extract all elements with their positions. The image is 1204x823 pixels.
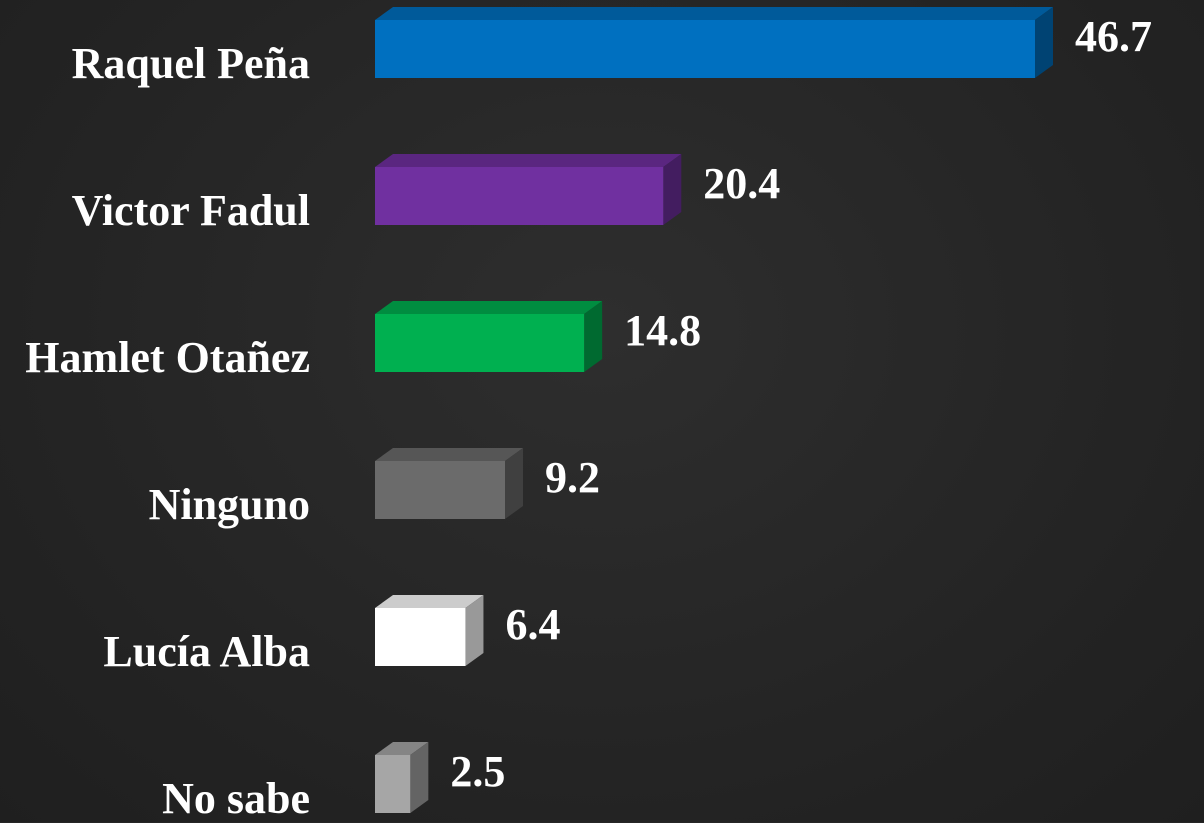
bar — [375, 742, 429, 813]
value-label: 46.7 — [1075, 12, 1152, 61]
value-label: 9.2 — [545, 453, 600, 502]
category-label: Raquel Peña — [71, 39, 310, 88]
bar-side — [584, 301, 603, 372]
category-label: Victor Fadul — [71, 186, 310, 235]
bar-top — [375, 154, 682, 167]
bar-side — [410, 742, 429, 813]
bar — [375, 154, 682, 225]
bar-side — [1035, 7, 1053, 78]
bar — [375, 7, 1053, 78]
bar — [375, 595, 484, 666]
bar-top — [375, 301, 603, 314]
bar-front — [375, 20, 1035, 78]
bar-top — [375, 742, 429, 755]
bar-front — [375, 608, 466, 666]
bar-front — [375, 461, 506, 519]
bar — [375, 448, 524, 519]
category-label: Lucía Alba — [103, 627, 310, 676]
bar-side — [505, 448, 524, 519]
value-label: 14.8 — [624, 306, 701, 355]
category-label: Hamlet Otañez — [25, 333, 310, 382]
category-label: Ninguno — [148, 480, 310, 529]
bar-side — [465, 595, 484, 666]
bar-front — [375, 755, 411, 813]
bar-top — [375, 595, 484, 608]
bar-front — [375, 167, 664, 225]
bar — [375, 301, 603, 372]
bar-top — [375, 448, 524, 461]
bar-side — [663, 154, 682, 225]
bar-front — [375, 314, 585, 372]
category-label: No sabe — [162, 774, 310, 823]
value-label: 2.5 — [450, 747, 505, 796]
bar-top — [375, 7, 1053, 20]
value-label: 20.4 — [703, 159, 780, 208]
value-label: 6.4 — [505, 600, 560, 649]
